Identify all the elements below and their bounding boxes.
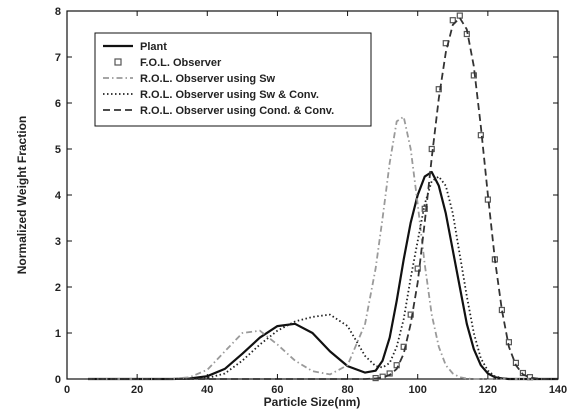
y-tick-label: 2 <box>55 282 61 294</box>
x-tick-label: 60 <box>271 384 283 396</box>
x-axis: 0 20 40 60 80 100 120 140 <box>64 11 567 396</box>
data-point <box>477 132 484 139</box>
x-tick-label: 0 <box>64 384 70 396</box>
data-point <box>414 265 421 272</box>
data-point <box>421 205 428 212</box>
y-tick-label: 6 <box>55 98 61 110</box>
y-axis-title: Normalized Weight Fraction <box>15 116 29 274</box>
y-tick-label: 7 <box>55 52 61 64</box>
data-point <box>407 311 414 318</box>
y-tick-label: 4 <box>55 190 62 202</box>
legend-label: Plant <box>140 41 167 53</box>
x-tick-label: 40 <box>201 384 213 396</box>
legend-box <box>94 32 372 127</box>
data-point <box>519 369 527 377</box>
legend-label: R.O.L. Observer using Sw & Conv. <box>140 89 319 101</box>
x-tick-label: 80 <box>341 384 353 396</box>
legend: Plant F.O.L. Observer R.O.L. Observer usin… <box>94 32 372 127</box>
series-line-0 <box>88 170 558 381</box>
series-line-4 <box>88 17 558 380</box>
x-tick-label: 20 <box>131 384 143 396</box>
legend-marker <box>114 58 122 66</box>
y-tick-label: 3 <box>55 236 61 248</box>
y-tick-label: 1 <box>55 328 61 340</box>
x-tick-label: 100 <box>409 384 427 396</box>
data-point <box>435 86 442 93</box>
y-axis: 0 1 2 3 4 5 6 7 8 <box>55 6 558 386</box>
data-point <box>449 17 456 24</box>
x-tick-label: 120 <box>479 384 497 396</box>
x-tick-label: 140 <box>549 384 567 396</box>
y-tick-label: 0 <box>55 374 61 386</box>
y-tick-label: 8 <box>55 6 61 18</box>
series-line-2 <box>88 115 558 380</box>
y-tick-label: 5 <box>55 144 61 156</box>
legend-label: F.O.L. Observer <box>140 57 222 69</box>
curves <box>88 12 558 382</box>
legend-label: R.O.L. Observer using Sw <box>140 73 276 85</box>
x-axis-title: Particle Size(nm) <box>264 395 361 409</box>
legend-label: R.O.L. Observer using Cond. & Conv. <box>140 105 334 117</box>
data-point <box>386 370 393 377</box>
